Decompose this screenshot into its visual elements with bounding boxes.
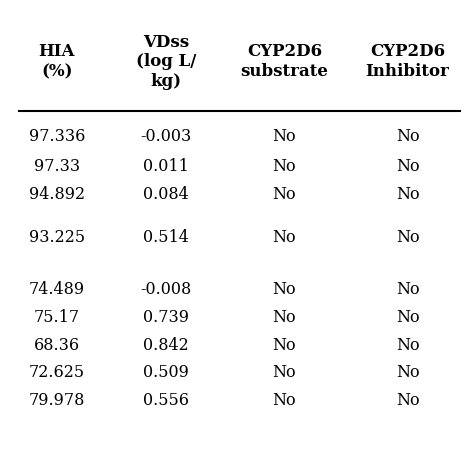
- Text: 97.336: 97.336: [29, 128, 85, 145]
- Text: 94.892: 94.892: [29, 186, 85, 203]
- Text: No: No: [396, 229, 419, 246]
- Text: CYP2D6
Inhibitor: CYP2D6 Inhibitor: [366, 43, 449, 80]
- Text: 0.011: 0.011: [143, 158, 189, 175]
- Text: 0.739: 0.739: [143, 309, 189, 326]
- Text: 68.36: 68.36: [34, 337, 80, 354]
- Text: 79.978: 79.978: [29, 392, 85, 409]
- Text: 74.489: 74.489: [29, 281, 85, 298]
- Text: VDss
(log L/
kg): VDss (log L/ kg): [136, 34, 196, 90]
- Text: No: No: [273, 309, 296, 326]
- Text: No: No: [396, 392, 419, 409]
- Text: No: No: [273, 158, 296, 175]
- Text: No: No: [273, 128, 296, 145]
- Text: 0.556: 0.556: [143, 392, 189, 409]
- Text: No: No: [396, 128, 419, 145]
- Text: No: No: [396, 364, 419, 381]
- Text: 0.509: 0.509: [143, 364, 189, 381]
- Text: -0.003: -0.003: [140, 128, 191, 145]
- Text: No: No: [273, 229, 296, 246]
- Text: No: No: [396, 186, 419, 203]
- Text: No: No: [273, 392, 296, 409]
- Text: HIA
(%): HIA (%): [38, 43, 75, 80]
- Text: No: No: [396, 309, 419, 326]
- Text: 75.17: 75.17: [34, 309, 80, 326]
- Text: 0.084: 0.084: [143, 186, 189, 203]
- Text: No: No: [273, 186, 296, 203]
- Text: No: No: [273, 281, 296, 298]
- Text: CYP2D6
substrate: CYP2D6 substrate: [240, 43, 328, 80]
- Text: 0.514: 0.514: [143, 229, 189, 246]
- Text: No: No: [396, 158, 419, 175]
- Text: -0.008: -0.008: [140, 281, 191, 298]
- Text: No: No: [396, 337, 419, 354]
- Text: 97.33: 97.33: [34, 158, 80, 175]
- Text: No: No: [396, 281, 419, 298]
- Text: No: No: [273, 364, 296, 381]
- Text: No: No: [273, 337, 296, 354]
- Text: 72.625: 72.625: [29, 364, 85, 381]
- Text: 93.225: 93.225: [29, 229, 85, 246]
- Text: 0.842: 0.842: [143, 337, 189, 354]
